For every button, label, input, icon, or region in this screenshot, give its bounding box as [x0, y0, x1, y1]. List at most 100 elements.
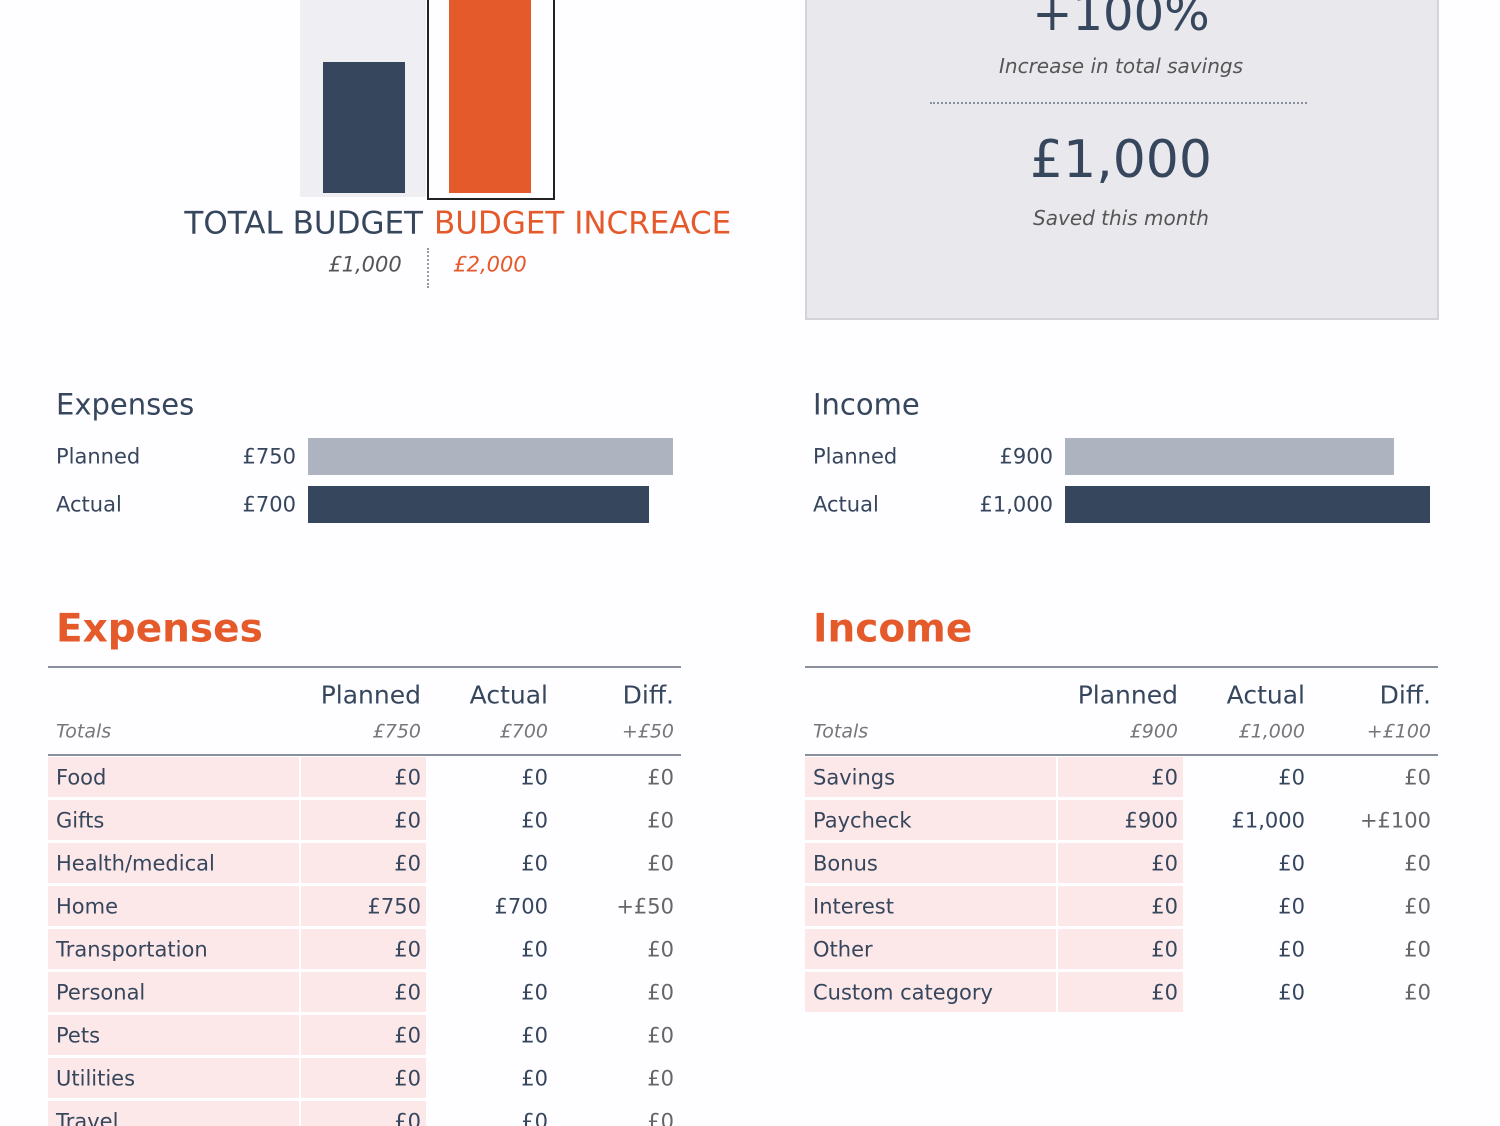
cell-bg	[301, 843, 426, 883]
cell-value: £0	[647, 1109, 674, 1126]
cell-value: £0	[1151, 937, 1178, 962]
cell-bg	[301, 800, 426, 840]
cell-bg	[805, 757, 1056, 797]
cell-value: £0	[521, 765, 548, 790]
panel-title: Income	[813, 387, 920, 422]
saved-value: £1,000	[1030, 130, 1212, 190]
cell-value: £0	[1404, 765, 1431, 790]
row-label: Health/medical	[56, 851, 215, 876]
cell-bg	[1058, 800, 1183, 840]
cell-value: £0	[521, 980, 548, 1005]
bar	[323, 62, 405, 193]
totals-value: £750	[372, 720, 421, 743]
cell-value: £0	[394, 1066, 421, 1091]
cell-bg	[48, 886, 299, 926]
cell-value: £0	[647, 765, 674, 790]
row-label: Actual	[56, 492, 122, 517]
cell-value: £0	[521, 1023, 548, 1048]
cell-value: £0	[1151, 765, 1178, 790]
cell-value: £0	[394, 937, 421, 962]
cell-value: £0	[521, 937, 548, 962]
table-title: Income	[813, 606, 973, 652]
cell-value: £0	[394, 980, 421, 1005]
row-label: Gifts	[56, 808, 105, 833]
cell-value: £0	[1404, 980, 1431, 1005]
cell-value: £0	[394, 808, 421, 833]
cell-bg	[301, 1015, 426, 1055]
row-label: Home	[56, 894, 119, 919]
bar	[1065, 486, 1430, 523]
cell-bg	[48, 843, 299, 883]
row-value: £700	[242, 492, 296, 517]
bar-value: £1,000	[328, 252, 402, 277]
rule	[805, 754, 1438, 756]
cell-value: £900	[1124, 808, 1178, 833]
row-label: Interest	[813, 894, 894, 919]
cell-bg	[301, 1058, 426, 1098]
column-header: Diff.	[622, 680, 674, 710]
row-label: Planned	[56, 444, 141, 469]
cell-bg	[805, 972, 1056, 1012]
cell-value: £0	[647, 1066, 674, 1091]
cell-value: £0	[647, 1023, 674, 1048]
row-label: Bonus	[813, 851, 878, 876]
cell-bg	[301, 1101, 426, 1126]
cell-value: £0	[647, 937, 674, 962]
cell-bg	[805, 929, 1056, 969]
cell-bg	[1058, 757, 1183, 797]
cell-value: £0	[1151, 851, 1178, 876]
column-header: Planned	[320, 680, 421, 710]
row-label: Savings	[813, 765, 896, 790]
row-label: Planned	[813, 444, 898, 469]
cell-bg	[48, 800, 299, 840]
bar	[449, 0, 531, 193]
bar-value: £2,000	[453, 252, 527, 277]
cell-value: £0	[1278, 937, 1305, 962]
cell-value: £750	[367, 894, 421, 919]
cell-value: £0	[394, 1023, 421, 1048]
row-value: £1,000	[979, 492, 1053, 517]
row-label: Utilities	[56, 1066, 136, 1091]
cell-value: +£50	[616, 894, 674, 919]
bar	[308, 438, 673, 475]
cell-value: £0	[647, 851, 674, 876]
bar	[308, 486, 649, 523]
cell-bg	[48, 1058, 299, 1098]
panel-title: Expenses	[56, 387, 195, 422]
totals-value: £1,000	[1238, 720, 1305, 743]
cell-value: £0	[1278, 894, 1305, 919]
row-value: £900	[999, 444, 1053, 469]
cell-value: £0	[1404, 937, 1431, 962]
increase-value: +100%	[1032, 0, 1210, 42]
totals-value: +£100	[1366, 720, 1431, 743]
cell-value: £0	[521, 1066, 548, 1091]
cell-value: £0	[1278, 851, 1305, 876]
cell-bg	[1058, 886, 1183, 926]
row-label: Food	[56, 765, 107, 790]
cell-value: £0	[1151, 894, 1178, 919]
row-label: Personal	[56, 980, 146, 1005]
row-label: Actual	[813, 492, 879, 517]
cell-value: £0	[1151, 980, 1178, 1005]
bar-label: TOTAL BUDGET	[184, 205, 423, 242]
cell-value: £0	[394, 1109, 421, 1126]
saved-caption: Saved this month	[1033, 206, 1209, 230]
totals-value: £700	[499, 720, 548, 743]
cell-value: £1,000	[1231, 808, 1305, 833]
row-label: Custom category	[813, 980, 993, 1005]
table-title: Expenses	[56, 606, 263, 652]
cell-value: £0	[394, 765, 421, 790]
cell-bg	[1058, 843, 1183, 883]
row-label: Pets	[56, 1023, 101, 1048]
cell-bg	[48, 972, 299, 1012]
cell-value: £0	[1278, 980, 1305, 1005]
cell-bg	[301, 757, 426, 797]
column-header: Actual	[1226, 680, 1305, 710]
cell-bg	[301, 972, 426, 1012]
cell-bg	[301, 886, 426, 926]
column-header: Actual	[469, 680, 548, 710]
cell-bg	[1058, 972, 1183, 1012]
rule	[805, 666, 1438, 668]
bar-label: BUDGET INCREACE	[434, 205, 732, 242]
